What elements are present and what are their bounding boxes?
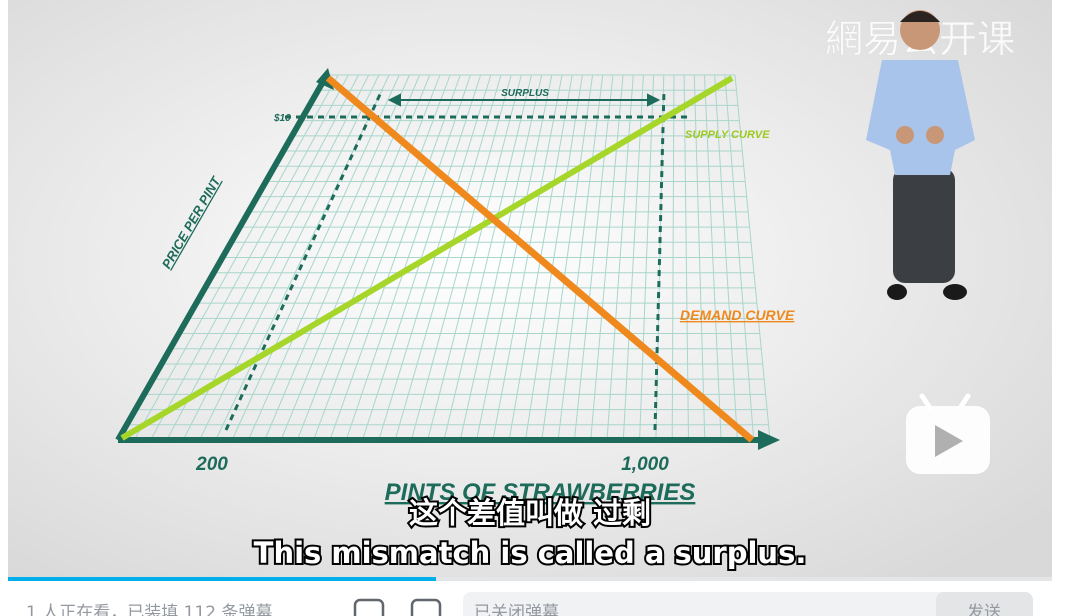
danmaku-placeholder: 已关闭弹幕 <box>474 603 559 616</box>
presenter <box>866 10 975 300</box>
grid-line <box>622 74 644 441</box>
grid-line <box>573 74 614 441</box>
grid-line <box>345 74 471 441</box>
grid-line <box>410 74 512 441</box>
grid-line <box>724 74 755 441</box>
surplus-arrow <box>387 93 661 107</box>
grid-line <box>133 74 339 441</box>
price-label: $10 <box>273 113 291 124</box>
grid-line <box>166 74 359 441</box>
supply-line <box>120 75 734 441</box>
grid-line <box>734 74 771 441</box>
viewer-status: 1 人正在看，已装填 112 条弹幕 <box>26 603 272 616</box>
guides <box>224 89 690 431</box>
surplus-label: SURPLUS <box>501 88 549 99</box>
x-arrow <box>758 430 780 450</box>
demand-line <box>325 75 755 443</box>
y-arrow <box>316 68 334 90</box>
axes <box>115 78 765 443</box>
send-label: 发送 <box>967 603 1001 616</box>
danmaku-settings[interactable] <box>410 598 442 616</box>
grid-line <box>313 74 451 441</box>
grid-line <box>557 74 604 441</box>
progress-track[interactable] <box>8 577 1052 581</box>
grid-line <box>639 74 655 441</box>
grid-line <box>199 74 380 441</box>
subtitle-en: This mismatch is called a surplus. <box>254 536 807 570</box>
grid-line <box>525 74 583 441</box>
danmaku-input[interactable] <box>463 592 1033 616</box>
grid-line <box>683 74 689 441</box>
grid-line <box>247 74 410 441</box>
danmaku-toggle[interactable] <box>353 598 385 616</box>
grid-line <box>703 74 722 441</box>
grid-line <box>443 74 532 441</box>
play-button[interactable] <box>906 393 990 474</box>
grid-line <box>590 74 624 441</box>
grid-line <box>150 74 349 441</box>
grid-line <box>671 74 675 441</box>
grid-line <box>280 74 431 441</box>
grid-line <box>182 74 370 441</box>
grid-line <box>655 74 665 441</box>
quantity-axis-label: PINTS OF STRAWBERRIES <box>385 479 696 506</box>
grid-line <box>492 74 563 441</box>
grid-line <box>693 74 706 441</box>
quantity-tick: 200 <box>195 454 228 475</box>
grid-line <box>378 74 492 441</box>
grid-line <box>296 74 441 441</box>
grid-line <box>541 74 594 441</box>
grid-line <box>427 74 522 441</box>
demand-label: DEMAND CURVE <box>680 307 795 323</box>
grid-line <box>476 74 553 441</box>
subtitle-zh: 这个差值叫做 过剩 <box>409 496 651 530</box>
quantity-tick: 1,000 <box>621 454 669 475</box>
grid-line <box>394 74 502 441</box>
send-button[interactable] <box>936 592 1033 616</box>
grid-line <box>459 74 543 441</box>
supply-label: SUPPLY CURVE <box>685 129 770 141</box>
grid-line <box>231 74 400 441</box>
grid-line <box>329 74 461 441</box>
diagram-grid <box>117 74 771 441</box>
progress-fill <box>8 577 436 581</box>
grid-line <box>362 74 482 441</box>
grid-line <box>714 74 738 441</box>
